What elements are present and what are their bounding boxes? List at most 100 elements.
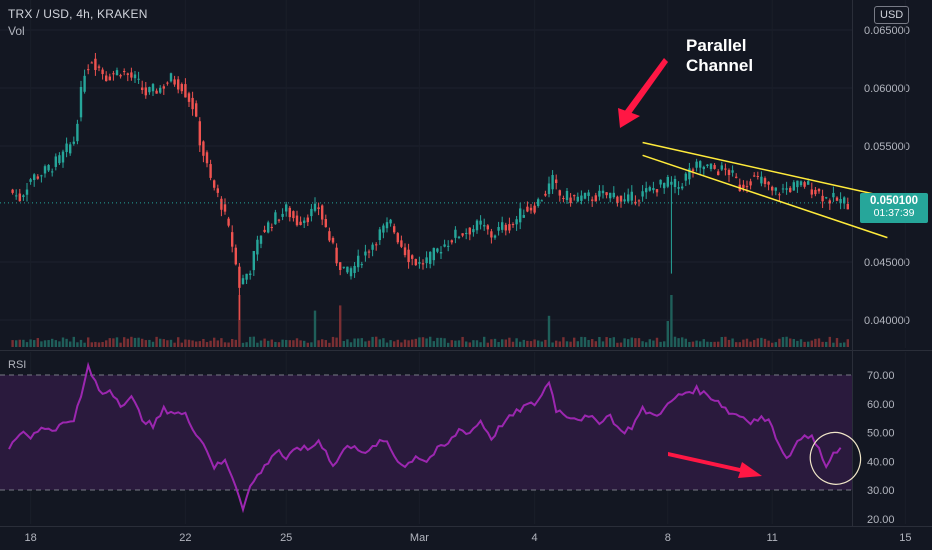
- volume-bar: [695, 340, 698, 347]
- candle-body: [169, 73, 173, 82]
- candle-body: [479, 220, 482, 225]
- candle-body: [501, 222, 504, 230]
- candle-body: [105, 75, 108, 82]
- candle-body: [580, 195, 583, 201]
- volume-bar: [18, 339, 21, 347]
- rsi-band: [0, 375, 852, 490]
- candle-body: [763, 178, 767, 185]
- candle-body: [371, 244, 374, 250]
- volume-bar: [587, 339, 590, 347]
- chart-title[interactable]: TRX / USD, 4h, KRAKEN: [8, 7, 148, 21]
- volume-bar: [785, 336, 788, 347]
- volume-bar: [205, 342, 209, 347]
- candle-body: [634, 201, 637, 204]
- volume-bar: [155, 336, 158, 347]
- candle-body: [511, 224, 515, 226]
- volume-bar: [256, 342, 259, 347]
- volume-bar: [159, 338, 162, 347]
- candle-body: [594, 195, 597, 202]
- candle-body: [828, 200, 831, 204]
- volume-bar: [702, 339, 705, 347]
- volume-bar: [569, 341, 572, 347]
- volume-bar: [288, 340, 291, 347]
- volume-bar: [119, 342, 122, 347]
- candle-body: [238, 266, 241, 288]
- volume-bar: [659, 341, 662, 347]
- candle-body: [630, 191, 633, 201]
- annotation-text: Parallel Channel: [686, 36, 754, 75]
- volume-label[interactable]: Vol: [8, 24, 25, 38]
- candle-body: [450, 240, 453, 243]
- volume-bar: [580, 336, 583, 347]
- volume-bar: [40, 341, 43, 347]
- time-tick-label: 4: [532, 532, 538, 544]
- volume-bar: [821, 341, 824, 347]
- volume-bar: [58, 341, 61, 347]
- volume-bar: [133, 337, 137, 347]
- volume-bar: [634, 338, 637, 347]
- volume-bar: [753, 339, 756, 347]
- volume-bar: [565, 341, 569, 347]
- volume-bar: [526, 340, 529, 347]
- candle-body: [65, 143, 68, 153]
- volume-bar: [137, 337, 140, 347]
- volume-bar: [371, 336, 374, 347]
- candle-body: [688, 168, 691, 180]
- candle-body: [54, 156, 57, 167]
- candle-body: [184, 84, 187, 98]
- rsi-tick-label: 50.00: [867, 428, 895, 440]
- rsi-tick-label: 60.00: [867, 399, 895, 411]
- volume-bar: [421, 337, 425, 347]
- candle-body: [699, 161, 702, 168]
- price-tick-label: 0.060000: [864, 83, 910, 95]
- volume-bar: [151, 341, 155, 347]
- volume-bar: [407, 340, 410, 347]
- candle-body: [249, 273, 252, 275]
- volume-bar: [346, 339, 349, 347]
- candle-body: [58, 155, 61, 164]
- candle-body: [785, 188, 788, 190]
- candle-body: [335, 247, 338, 264]
- rsi-label[interactable]: RSI: [8, 359, 27, 371]
- candle-body: [25, 189, 29, 195]
- candle-body: [537, 199, 540, 207]
- candle-body: [771, 186, 774, 191]
- candle-body: [418, 262, 421, 264]
- candle-body: [558, 190, 561, 196]
- candle-body: [234, 247, 237, 265]
- candle-body: [133, 74, 137, 79]
- candle-body: [407, 249, 410, 263]
- currency-button[interactable]: USD: [874, 6, 910, 24]
- candle-body: [735, 176, 738, 178]
- candle-body: [648, 187, 651, 191]
- candle-body: [33, 174, 36, 181]
- volume-bar: [677, 338, 680, 347]
- volume-bar: [331, 336, 335, 347]
- candle-body: [706, 164, 709, 166]
- volume-bar: [619, 342, 623, 347]
- volume-bar: [259, 340, 263, 347]
- volume-bar: [65, 338, 68, 347]
- volume-bar: [681, 337, 684, 347]
- volume-bar: [97, 342, 101, 347]
- volume-bar: [126, 338, 129, 347]
- annotation-arrowhead: [618, 108, 640, 128]
- candle-body: [256, 239, 259, 255]
- candle-body: [749, 181, 752, 186]
- volume-bar: [285, 339, 288, 347]
- candle-body: [375, 244, 378, 246]
- volume-bar: [817, 338, 821, 347]
- volume-bar: [749, 341, 752, 347]
- candle-body: [601, 190, 605, 194]
- volume-bar: [79, 339, 83, 347]
- candle-body: [673, 179, 677, 188]
- candle-body: [529, 207, 533, 211]
- candle-body: [173, 79, 176, 85]
- volume-bar: [468, 342, 471, 347]
- volume-bar: [396, 339, 399, 347]
- candle-body: [803, 182, 806, 187]
- candles: [11, 52, 849, 320]
- candle-body: [497, 227, 500, 231]
- volume-bar: [313, 310, 317, 347]
